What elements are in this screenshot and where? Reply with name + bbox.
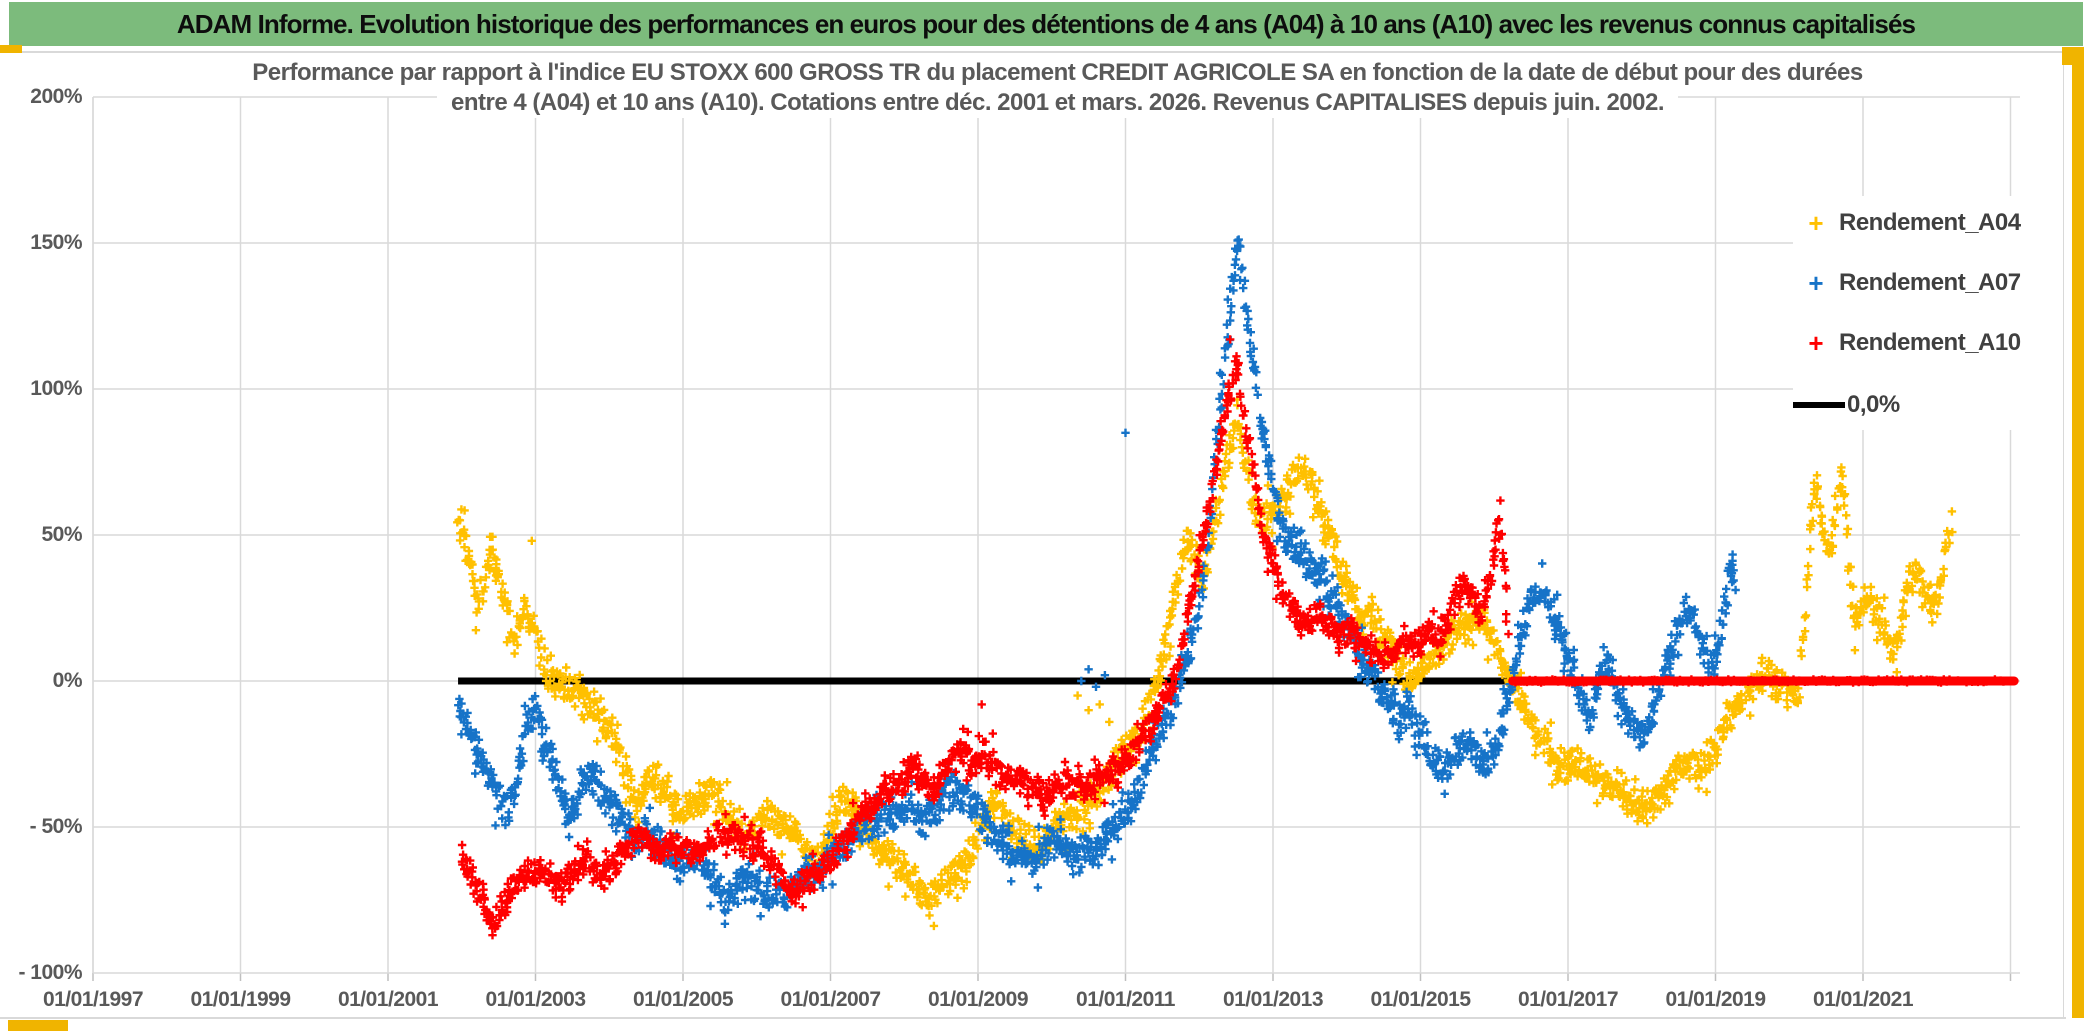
accent-right-bar bbox=[2072, 60, 2084, 1018]
accent-top-left bbox=[0, 45, 22, 53]
frame-bottom-rule bbox=[0, 1017, 2066, 1019]
x-axis-tick-label: 01/01/2007 bbox=[780, 988, 881, 1011]
legend-label: Rendement_A10 bbox=[1839, 329, 2021, 356]
x-axis-tick-label: 01/01/1997 bbox=[42, 988, 144, 1011]
legend-item: + Rendement_A10 bbox=[1793, 326, 2021, 360]
chart-legend: + Rendement_A04 + Rendement_A07 + Rendement_A… bbox=[1793, 196, 2021, 430]
series-Rendement_A10 bbox=[457, 335, 2017, 940]
x-axis-tick-label: 01/01/2013 bbox=[1222, 988, 1324, 1011]
y-axis-tick-label: 50% bbox=[41, 523, 82, 546]
legend-item: 0,0% bbox=[1793, 388, 1900, 422]
app-title-bar: ADAM Informe. Evolution historique des p… bbox=[9, 2, 2083, 46]
y-axis-tick-label: - 50% bbox=[29, 815, 83, 838]
y-axis-tick-label: 100% bbox=[30, 377, 82, 400]
chart-title-line2: entre 4 (A04) et 10 ans (A10). Cotations… bbox=[436, 88, 1678, 118]
legend-label: 0,0% bbox=[1847, 391, 1900, 418]
x-axis-tick-label: 01/01/2017 bbox=[1517, 988, 1619, 1011]
scatter-points-layer bbox=[453, 235, 2019, 940]
x-axis-tick-label: 01/01/2011 bbox=[1076, 988, 1175, 1011]
x-axis-tick-label: 01/01/2001 bbox=[337, 988, 439, 1011]
legend-item: + Rendement_A07 bbox=[1793, 266, 2021, 300]
chart-title-line1: Performance par rapport à l'indice EU ST… bbox=[238, 58, 1877, 88]
x-axis-tick-label: 01/01/2015 bbox=[1370, 988, 1471, 1011]
y-axis-tick-label: 200% bbox=[30, 85, 82, 108]
x-axis-tick-label: 01/01/1999 bbox=[190, 988, 291, 1011]
plus-marker-icon: + bbox=[1808, 268, 1824, 298]
legend-item: + Rendement_A04 bbox=[1793, 206, 2021, 240]
y-axis-tick-label: 150% bbox=[30, 231, 82, 254]
plus-marker-icon: + bbox=[1808, 328, 1824, 358]
legend-label: Rendement_A04 bbox=[1839, 209, 2021, 236]
line-swatch-icon bbox=[1793, 402, 1845, 408]
frame-top-rule bbox=[0, 51, 2064, 53]
x-axis-tick-label: 01/01/2009 bbox=[927, 988, 1029, 1011]
x-axis-tick-label: 01/01/2021 bbox=[1812, 988, 1914, 1011]
accent-bottom-left bbox=[8, 1020, 68, 1031]
y-axis-tick-label: 0% bbox=[52, 669, 83, 692]
legend-label: Rendement_A07 bbox=[1839, 269, 2021, 296]
x-axis-tick-label: 01/01/2003 bbox=[485, 988, 586, 1011]
series-Rendement_A04 bbox=[453, 395, 1957, 931]
page-title: ADAM Informe. Evolution historique des p… bbox=[176, 8, 1916, 39]
y-axis-tick-label: - 100% bbox=[18, 961, 82, 984]
frame-right-rule bbox=[2063, 51, 2064, 1018]
x-axis-tick-label: 01/01/2005 bbox=[632, 988, 734, 1011]
chart-title: Performance par rapport à l'indice EU ST… bbox=[95, 58, 2020, 118]
x-axis-tick-label: 01/01/2019 bbox=[1665, 988, 1766, 1011]
plus-marker-icon: + bbox=[1808, 208, 1824, 238]
series-Rendement_A07 bbox=[454, 235, 1740, 928]
